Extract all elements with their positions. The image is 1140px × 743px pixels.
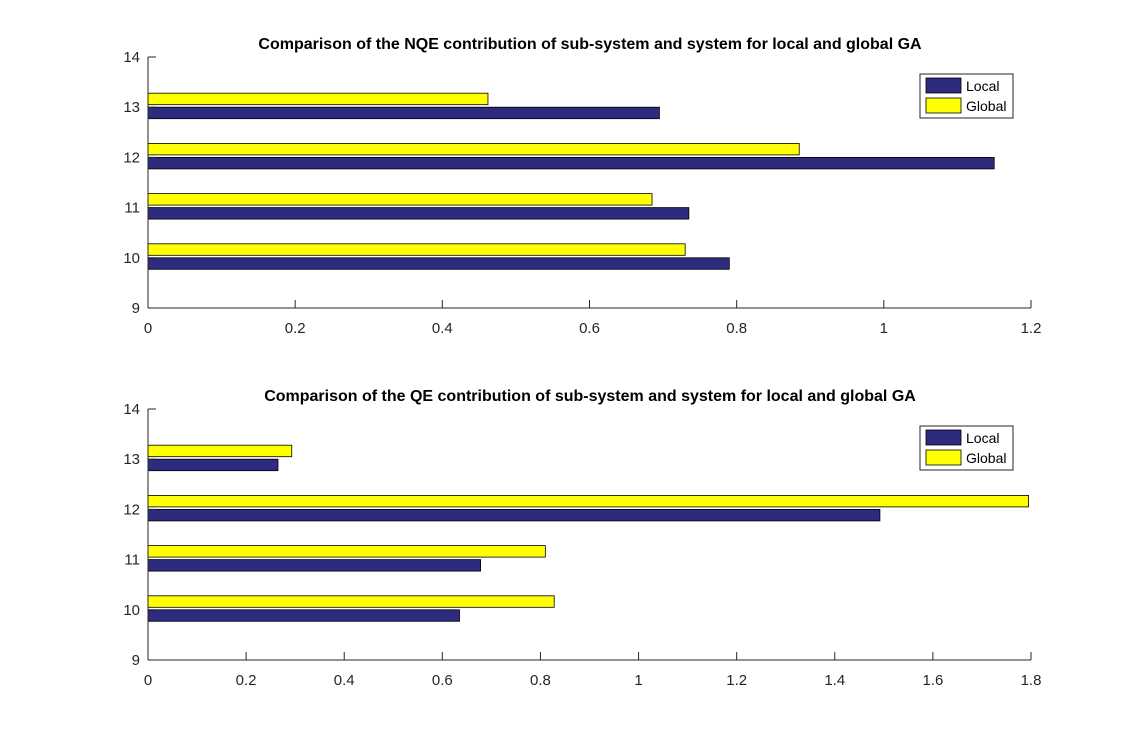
bar-local-12: [147, 156, 995, 170]
y-tick-label: 12: [123, 149, 140, 166]
legend-swatch-global: [925, 449, 962, 466]
chart-title: Comparison of the QE contribution of sub…: [264, 388, 916, 405]
y-tick-label: 14: [123, 49, 140, 66]
bar-global-12: [147, 494, 1029, 508]
x-tick-label: 0.4: [432, 320, 453, 337]
y-tick-label: 14: [123, 401, 140, 418]
x-tick-label: 1.2: [1021, 320, 1042, 337]
x-tick-label: 0.4: [334, 672, 355, 689]
chart-title: Comparison of the NQE contribution of su…: [258, 36, 922, 53]
bar-global-11: [147, 193, 653, 206]
bar-local-10: [147, 609, 460, 622]
x-tick-label: 0: [144, 672, 152, 689]
bar-global-13: [147, 444, 293, 458]
x-tick-label: 0.6: [579, 320, 600, 337]
qe-chart: Comparison of the QE contribution of sub…: [123, 388, 1041, 689]
bar-global-10: [147, 595, 555, 608]
bar-local-11: [147, 207, 690, 220]
x-tick-label: 0.2: [236, 672, 257, 689]
legend: Local Global: [919, 73, 1014, 119]
legend-label-global: Global: [966, 450, 1006, 466]
legend-swatch-local: [925, 429, 962, 446]
bar-global-13: [147, 92, 489, 106]
bar-global-10: [147, 243, 686, 256]
y-tick-label: 9: [132, 300, 140, 317]
x-tick-label: 0.2: [285, 320, 306, 337]
y-tick-label: 13: [123, 451, 140, 468]
nqe-chart: Comparison of the NQE contribution of su…: [123, 36, 1041, 337]
legend-label-global: Global: [966, 98, 1006, 114]
x-tick-label: 1: [634, 672, 642, 689]
x-tick-label: 1.2: [726, 672, 747, 689]
y-tick-label: 10: [123, 250, 140, 267]
legend: Local Global: [919, 425, 1014, 471]
bar-local-11: [147, 559, 481, 572]
y-tick-label: 11: [124, 200, 140, 217]
x-tick-label: 0.6: [432, 672, 453, 689]
bar-local-12: [147, 508, 881, 522]
bar-global-11: [147, 545, 546, 558]
x-tick-label: 1: [880, 320, 888, 337]
y-tick-label: 12: [123, 501, 140, 518]
y-tick-label: 11: [124, 552, 140, 569]
x-tick-label: 1.8: [1021, 672, 1042, 689]
bar-local-13: [147, 106, 660, 120]
bar-local-10: [147, 257, 730, 270]
y-tick-label: 13: [123, 99, 140, 116]
x-tick-label: 0.8: [530, 672, 551, 689]
x-tick-label: 1.6: [922, 672, 943, 689]
y-tick-label: 9: [132, 652, 140, 669]
legend-swatch-local: [925, 77, 962, 94]
legend-label-local: Local: [966, 78, 999, 94]
x-tick-label: 0: [144, 320, 152, 337]
legend-label-local: Local: [966, 430, 999, 446]
y-tick-label: 10: [123, 602, 140, 619]
bar-global-12: [147, 142, 800, 156]
x-tick-label: 1.4: [824, 672, 845, 689]
legend-swatch-global: [925, 97, 962, 114]
bar-local-13: [147, 458, 279, 472]
x-tick-label: 0.8: [726, 320, 747, 337]
